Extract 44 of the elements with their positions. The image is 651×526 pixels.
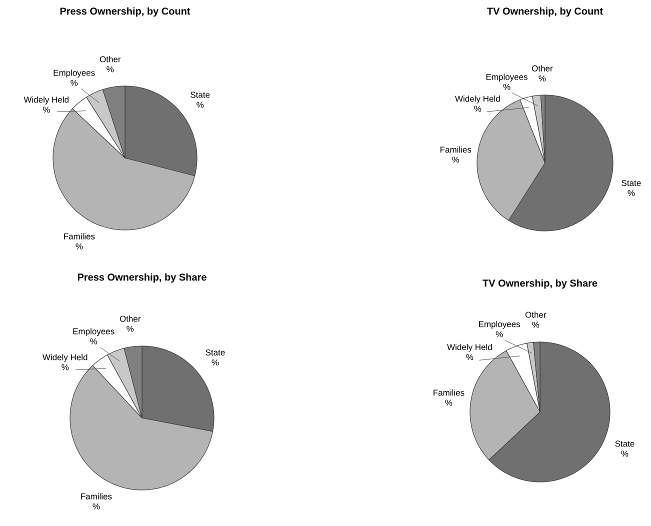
slice-label: Other (525, 312, 546, 318)
slice-label: Families (434, 389, 464, 396)
slice-label: Employees (486, 74, 528, 82)
slice-label: Widely Held (447, 344, 492, 352)
data-label: % (466, 354, 474, 360)
data-label: % (212, 359, 219, 366)
data-label: % (196, 102, 204, 108)
data-label: % (503, 84, 510, 90)
data-label: % (70, 80, 78, 86)
data-label: % (76, 243, 83, 250)
slice-label: Widely Held (24, 96, 68, 104)
chart-title: TV Ownership, by Count (487, 7, 603, 17)
chart-title: Press Ownership, by Count (60, 7, 190, 17)
slice-label: State (622, 180, 641, 186)
slice-label: Other (100, 56, 121, 62)
data-label: % (621, 450, 628, 457)
data-label: % (532, 322, 540, 328)
chart-title: TV Ownership, by Share (482, 279, 598, 289)
data-label: % (126, 326, 134, 332)
slice-label: Families (81, 493, 112, 500)
data-label: % (106, 66, 114, 72)
data-label: % (496, 331, 503, 338)
data-label: % (92, 503, 100, 510)
slice-label: Other (532, 65, 553, 72)
slice-label: State (206, 349, 225, 356)
slice-label: Widely Held (42, 354, 88, 362)
data-label: % (538, 75, 546, 82)
slice-label: Employees (73, 328, 114, 336)
data-label: % (62, 364, 69, 370)
slice-label: Families (440, 146, 472, 153)
data-label: % (628, 190, 635, 196)
slice-label: State (615, 440, 634, 447)
slice-label: State (190, 92, 210, 98)
data-label: % (42, 106, 50, 113)
data-label: % (90, 338, 98, 344)
slice-label: Employees (54, 70, 95, 78)
data-label: % (452, 156, 460, 163)
chart-title: Press Ownership, by Share (78, 273, 206, 283)
slice-label: Other (120, 316, 141, 322)
slice-label: Families (64, 233, 95, 240)
slice-label: Widely Held (455, 96, 500, 104)
data-label: % (445, 400, 452, 406)
data-label: % (474, 106, 482, 112)
slice-label: Employees (479, 320, 520, 329)
